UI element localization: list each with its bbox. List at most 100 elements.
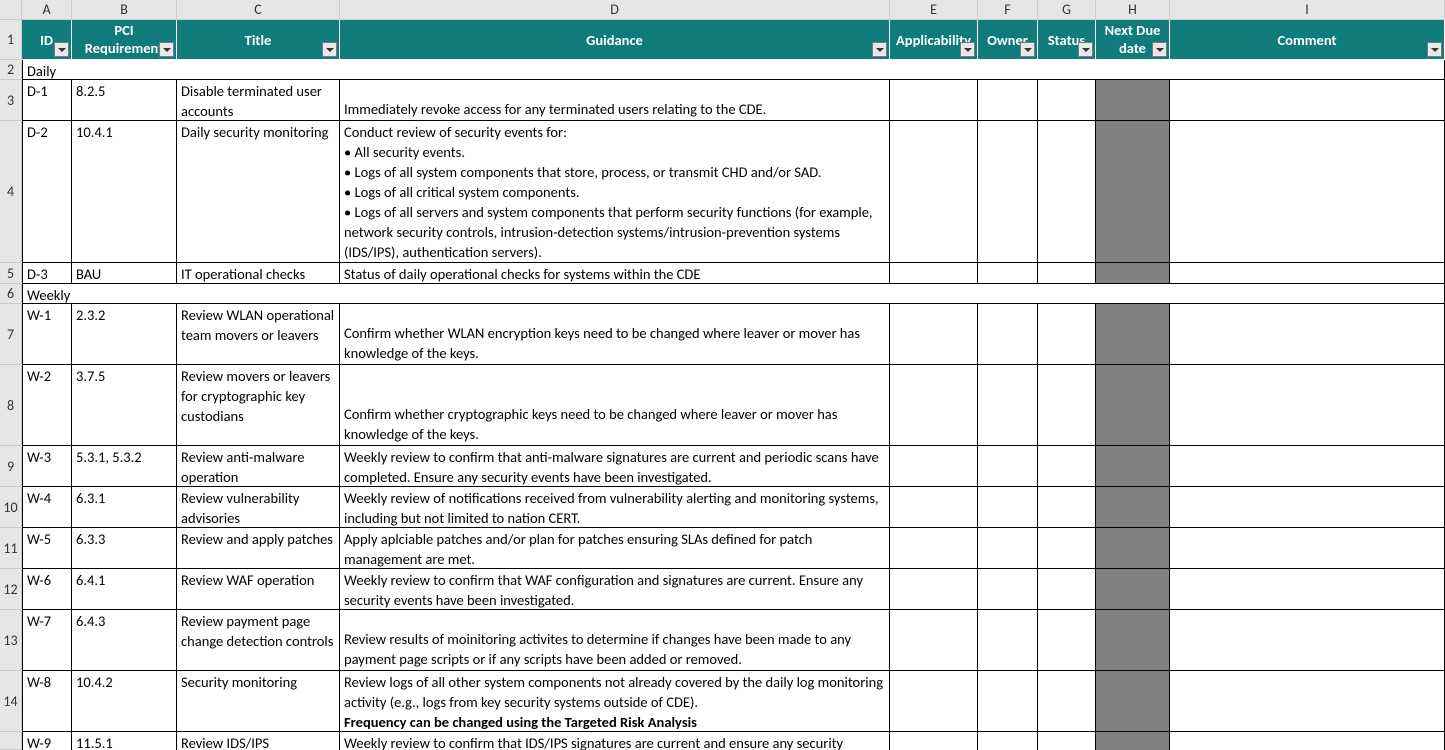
cell-E[interactable] bbox=[890, 304, 978, 365]
cell-B[interactable]: 6.3.1 bbox=[72, 487, 177, 528]
cell-A[interactable]: W-7 bbox=[22, 610, 72, 671]
cell-F[interactable] bbox=[978, 365, 1038, 446]
cell-A[interactable]: W-6 bbox=[22, 569, 72, 610]
cell-E[interactable] bbox=[890, 121, 978, 263]
cell-E[interactable] bbox=[890, 80, 978, 121]
cell-B[interactable]: 2.3.2 bbox=[72, 304, 177, 365]
row-header-12[interactable]: 12 bbox=[0, 569, 22, 610]
cell-F[interactable] bbox=[978, 528, 1038, 569]
cell-G[interactable] bbox=[1038, 365, 1096, 446]
filter-button-A[interactable] bbox=[54, 42, 69, 57]
cell-B[interactable]: 5.3.1, 5.3.2 bbox=[72, 446, 177, 487]
cell-H[interactable] bbox=[1096, 365, 1170, 446]
cell-E[interactable] bbox=[890, 732, 978, 750]
cell-I[interactable] bbox=[1170, 121, 1445, 263]
row-header-4[interactable]: 4 bbox=[0, 121, 22, 263]
cell-H[interactable] bbox=[1096, 263, 1170, 284]
cell-B[interactable]: 10.4.2 bbox=[72, 671, 177, 732]
cell-C[interactable]: Review WLAN operational team movers or l… bbox=[177, 304, 340, 365]
cell-A[interactable]: D-1 bbox=[22, 80, 72, 121]
column-header-B[interactable]: B bbox=[72, 0, 177, 20]
cell-C[interactable]: Review movers or leavers for cryptograph… bbox=[177, 365, 340, 446]
table-header-G[interactable]: Status bbox=[1038, 20, 1096, 60]
cell-F[interactable] bbox=[978, 610, 1038, 671]
column-header-C[interactable]: C bbox=[177, 0, 340, 20]
table-header-H[interactable]: Next Duedate bbox=[1096, 20, 1170, 60]
cell-D[interactable]: Weekly review to confirm that WAF config… bbox=[340, 569, 890, 610]
cell-I[interactable] bbox=[1170, 671, 1445, 732]
cell-B[interactable]: 6.4.1 bbox=[72, 569, 177, 610]
cell-I[interactable] bbox=[1170, 528, 1445, 569]
cell-E[interactable] bbox=[890, 610, 978, 671]
cell-H[interactable] bbox=[1096, 80, 1170, 121]
cell-D[interactable]: Apply aplciable patches and/or plan for … bbox=[340, 528, 890, 569]
cell-B[interactable]: 8.2.5 bbox=[72, 80, 177, 121]
cell-F[interactable] bbox=[978, 304, 1038, 365]
row-header-2[interactable]: 2 bbox=[0, 60, 22, 80]
filter-button-B[interactable] bbox=[159, 42, 174, 57]
cell-H[interactable] bbox=[1096, 671, 1170, 732]
column-header-G[interactable]: G bbox=[1038, 0, 1096, 20]
cell-I[interactable] bbox=[1170, 569, 1445, 610]
row-header-9[interactable]: 9 bbox=[0, 446, 22, 487]
cell-F[interactable] bbox=[978, 732, 1038, 750]
cell-E[interactable] bbox=[890, 528, 978, 569]
cell-C[interactable]: Review anti-malware operation bbox=[177, 446, 340, 487]
row-header-13[interactable]: 13 bbox=[0, 610, 22, 671]
cell-I[interactable] bbox=[1170, 365, 1445, 446]
cell-G[interactable] bbox=[1038, 487, 1096, 528]
cell-C[interactable]: Daily security monitoring bbox=[177, 121, 340, 263]
cell-I[interactable] bbox=[1170, 263, 1445, 284]
filter-button-D[interactable] bbox=[872, 42, 887, 57]
cell-A[interactable]: D-3 bbox=[22, 263, 72, 284]
column-header-I[interactable]: I bbox=[1170, 0, 1445, 20]
cell-A[interactable]: W-1 bbox=[22, 304, 72, 365]
cell-H[interactable] bbox=[1096, 446, 1170, 487]
table-header-I[interactable]: Comment bbox=[1170, 20, 1445, 60]
cell-A[interactable]: W-4 bbox=[22, 487, 72, 528]
filter-button-C[interactable] bbox=[322, 42, 337, 57]
cell-H[interactable] bbox=[1096, 732, 1170, 750]
cell-C[interactable]: Review vulnerability advisories bbox=[177, 487, 340, 528]
cell-C[interactable]: Review IDS/IPS bbox=[177, 732, 340, 750]
row-header-1[interactable]: 1 bbox=[0, 20, 22, 60]
cell-I[interactable] bbox=[1170, 304, 1445, 365]
cell-G[interactable] bbox=[1038, 671, 1096, 732]
cell-I[interactable] bbox=[1170, 610, 1445, 671]
cell-D[interactable]: Review results of moinitoring activites … bbox=[340, 610, 890, 671]
cell-A[interactable]: W-2 bbox=[22, 365, 72, 446]
cell-G[interactable] bbox=[1038, 610, 1096, 671]
cell-G[interactable] bbox=[1038, 263, 1096, 284]
cell-I[interactable] bbox=[1170, 487, 1445, 528]
row-header-5[interactable]: 5 bbox=[0, 263, 22, 284]
cell-D[interactable]: Weekly review of notifications received … bbox=[340, 487, 890, 528]
cell-F[interactable] bbox=[978, 671, 1038, 732]
cell-C[interactable]: Security monitoring bbox=[177, 671, 340, 732]
cell-A[interactable]: W-8 bbox=[22, 671, 72, 732]
cell-H[interactable] bbox=[1096, 487, 1170, 528]
cell-G[interactable] bbox=[1038, 80, 1096, 121]
table-header-F[interactable]: Owner bbox=[978, 20, 1038, 60]
row-header-x[interactable] bbox=[0, 732, 22, 750]
column-header-A[interactable]: A bbox=[22, 0, 72, 20]
cell-B[interactable]: 11.5.1 bbox=[72, 732, 177, 750]
cell-E[interactable] bbox=[890, 263, 978, 284]
cell-G[interactable] bbox=[1038, 446, 1096, 487]
cell-G[interactable] bbox=[1038, 528, 1096, 569]
cell-C[interactable]: IT operational checks bbox=[177, 263, 340, 284]
filter-button-I[interactable] bbox=[1427, 42, 1442, 57]
cell-D[interactable]: Confirm whether cryptographic keys need … bbox=[340, 365, 890, 446]
cell-D[interactable]: Status of daily operational checks for s… bbox=[340, 263, 890, 284]
select-all-corner[interactable] bbox=[0, 0, 22, 20]
column-header-E[interactable]: E bbox=[890, 0, 978, 20]
cell-B[interactable]: BAU bbox=[72, 263, 177, 284]
cell-F[interactable] bbox=[978, 80, 1038, 121]
column-header-H[interactable]: H bbox=[1096, 0, 1170, 20]
cell-G[interactable] bbox=[1038, 121, 1096, 263]
cell-B[interactable]: 10.4.1 bbox=[72, 121, 177, 263]
filter-button-F[interactable] bbox=[1020, 42, 1035, 57]
cell-A[interactable]: W-5 bbox=[22, 528, 72, 569]
cell-E[interactable] bbox=[890, 446, 978, 487]
row-header-8[interactable]: 8 bbox=[0, 365, 22, 446]
cell-H[interactable] bbox=[1096, 569, 1170, 610]
